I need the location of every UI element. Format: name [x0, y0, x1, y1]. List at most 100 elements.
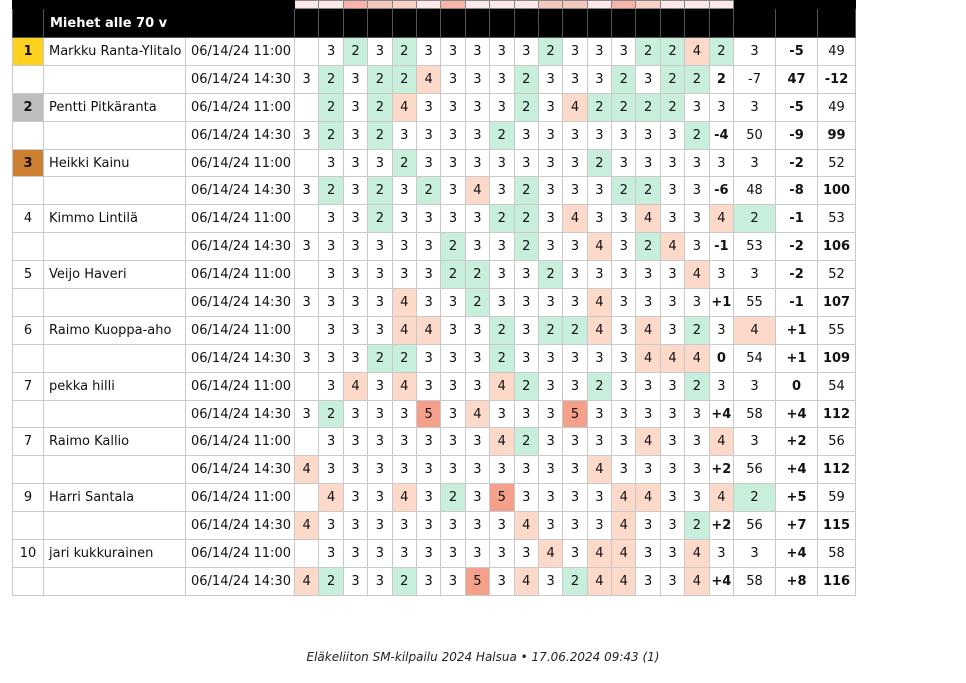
header-blank: [537, 8, 564, 38]
name-cell-empty: [43, 343, 186, 373]
hole-score: 4: [635, 315, 661, 345]
hole-score: 3: [513, 37, 539, 66]
hole-score: [293, 315, 320, 345]
hole-score: 3: [367, 511, 393, 541]
table-row: 06/14/24 14:30 3 3 3 2 2 3 3 3 2 3 3 3 3 3 4 4 4 0 54 +1 109: [12, 343, 857, 373]
hole-score: 3: [415, 427, 442, 457]
hole-score: 3: [464, 64, 491, 94]
player-name: Markku Ranta-Ylitalo: [43, 37, 186, 66]
hole-score: 3: [391, 455, 417, 485]
rank-cell-empty: [12, 455, 44, 485]
hole-score: 3: [342, 176, 369, 206]
hole-score: 3: [318, 260, 344, 290]
round-datetime: 06/14/24 11:00: [185, 37, 295, 66]
hole-score: 3: [635, 260, 661, 290]
hole-score: 3: [367, 399, 393, 429]
hole-score: 5: [562, 399, 588, 429]
hole-header-color: [342, 0, 369, 9]
hole-header-color: [513, 0, 539, 9]
total-diff: +1: [775, 343, 819, 373]
header-strip-cell: [817, 0, 857, 9]
hole-score: 3: [611, 371, 637, 401]
hole-score: 3: [440, 176, 466, 206]
hole-score: 3: [367, 260, 393, 290]
hole-score: 4: [537, 539, 564, 568]
hole-score: 2: [367, 343, 393, 373]
table-row: 10 jari kukkurainen 06/14/24 11:00 3 3 3 3 3 3 3 3…: [12, 539, 857, 568]
hole-score: 3: [562, 539, 588, 568]
hole-score: 2: [684, 371, 710, 401]
hole-score: 3: [342, 148, 369, 178]
hole-score: 4: [464, 399, 491, 429]
hole-score: 3: [440, 92, 466, 122]
hole-score: 3: [733, 260, 777, 290]
hole-score: 2: [659, 92, 686, 122]
round-datetime: 06/14/24 14:30: [185, 120, 295, 150]
hole-score: [293, 148, 320, 178]
hole-score: 3: [537, 64, 564, 94]
player-name: Harri Santala: [43, 483, 186, 513]
hole-score: 3: [513, 260, 539, 290]
hole-score: 3: [513, 539, 539, 568]
hole-score: 3: [635, 399, 661, 429]
hole-score: 3: [708, 315, 735, 345]
rank-cell-empty: [12, 399, 44, 429]
round-datetime: 06/14/24 11:00: [185, 92, 295, 122]
hole-score: 3: [513, 120, 539, 150]
header-blank: [12, 8, 44, 38]
rank-cell: 5: [12, 260, 44, 290]
hole-score: 4: [293, 511, 320, 541]
hole-score: [293, 371, 320, 401]
hole-score: 4: [635, 204, 661, 234]
hole-score: 3: [611, 120, 637, 150]
name-cell-empty: [43, 566, 186, 596]
hole-score: 4: [391, 371, 417, 401]
hole-score: 3: [318, 427, 344, 457]
hole-score: 3: [318, 511, 344, 541]
hole-score: 3: [342, 483, 369, 513]
hole-score: [293, 483, 320, 513]
hole-score: 3: [659, 315, 686, 345]
header-blank: [415, 8, 442, 38]
round-diff: 0: [708, 343, 735, 373]
rank-cell-empty: [12, 232, 44, 262]
name-cell-empty: [43, 455, 186, 485]
hole-score: 4: [489, 371, 515, 401]
hole-score: 2: [391, 566, 417, 596]
hole-score: 3: [391, 539, 417, 568]
hole-score: 3: [367, 455, 393, 485]
hole-score: 3: [684, 176, 710, 206]
table-row: 2 Pentti Pitkäranta 06/14/24 11:00 2 3 2 4 3 3 3 3…: [12, 92, 857, 122]
hole-score: 3: [635, 566, 661, 596]
player-name: Raimo Kuoppa-aho: [43, 315, 186, 345]
results-table: Miehet alle 70 v 1 Markku Ranta-Ylitalo 06/…: [12, 0, 857, 596]
round-diff: -4: [708, 120, 735, 150]
round-total: 54: [817, 371, 857, 401]
hole-score: 3: [537, 148, 564, 178]
header-blank: [513, 8, 539, 38]
hole-score: 3: [586, 343, 613, 373]
hole-score: 3: [537, 92, 564, 122]
hole-score: 2: [440, 260, 466, 290]
hole-score: 3: [733, 92, 777, 122]
hole-score: 3: [562, 260, 588, 290]
hole-score: 3: [635, 371, 661, 401]
hole-score: 3: [415, 232, 442, 262]
hole-score: 3: [440, 511, 466, 541]
hole-header-color: [684, 0, 710, 9]
category-title: Miehet alle 70 v: [43, 8, 295, 38]
hole-score: 3: [659, 427, 686, 457]
hole-score: 3: [342, 427, 369, 457]
hole-score: 3: [415, 92, 442, 122]
table-row: 7 Raimo Kallio 06/14/24 11:00 3 3 3 3 3 3 3 4 2 3 3 3 3…: [12, 427, 857, 457]
hole-score: 2: [586, 371, 613, 401]
hole-score: 3: [415, 483, 442, 513]
hole-score: 4: [293, 455, 320, 485]
hole-score: 3: [562, 148, 588, 178]
rank-cell-empty: [12, 343, 44, 373]
total-diff: +4: [775, 455, 819, 485]
hole-score: 2: [562, 315, 588, 345]
hole-score: 3: [635, 120, 661, 150]
header-blank: [464, 8, 491, 38]
hole-score: 3: [659, 371, 686, 401]
